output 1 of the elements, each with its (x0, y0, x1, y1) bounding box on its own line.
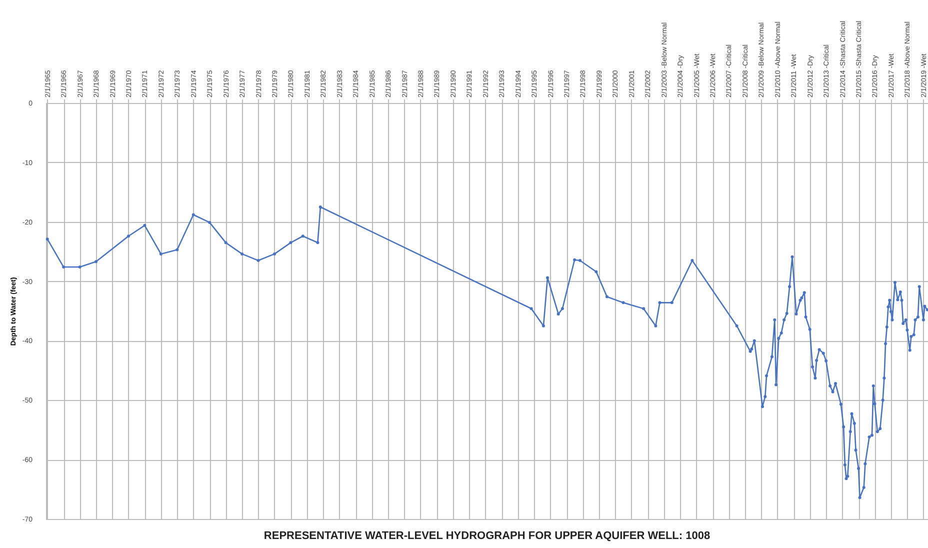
text: REPRESENTATIVE WATER-LEVEL HYDROGRAPH FOR UPPER AQUIFER WELL: 1008 (264, 530, 710, 542)
